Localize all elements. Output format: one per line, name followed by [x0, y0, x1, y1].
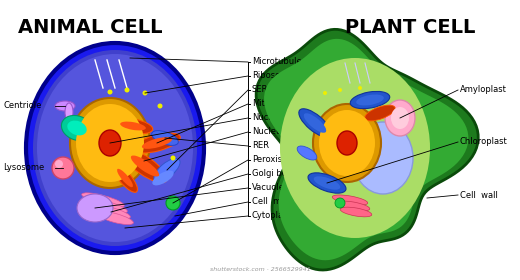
Ellipse shape [124, 87, 129, 92]
Ellipse shape [338, 88, 342, 92]
Ellipse shape [171, 155, 176, 160]
Ellipse shape [108, 90, 112, 95]
Text: Mitochondrion: Mitochondrion [252, 99, 312, 109]
Polygon shape [256, 29, 478, 270]
Ellipse shape [337, 131, 357, 155]
Ellipse shape [353, 122, 413, 194]
Ellipse shape [166, 196, 180, 210]
Ellipse shape [76, 104, 144, 182]
Text: SER: SER [252, 85, 268, 95]
Ellipse shape [117, 169, 133, 187]
Ellipse shape [87, 199, 127, 213]
Ellipse shape [314, 176, 340, 190]
Ellipse shape [97, 211, 134, 225]
Text: Golgi body: Golgi body [252, 169, 297, 179]
Ellipse shape [61, 115, 93, 141]
Ellipse shape [33, 50, 197, 246]
Text: Nucleus: Nucleus [252, 127, 286, 137]
Ellipse shape [55, 160, 63, 168]
Ellipse shape [152, 130, 178, 145]
Ellipse shape [67, 121, 87, 136]
Ellipse shape [336, 201, 370, 211]
Polygon shape [264, 39, 469, 260]
Ellipse shape [391, 107, 409, 129]
Text: Ribosomes: Ribosomes [252, 71, 298, 81]
Ellipse shape [335, 198, 345, 208]
Ellipse shape [37, 54, 193, 242]
Ellipse shape [158, 104, 162, 109]
Text: Cytoplasm: Cytoplasm [252, 211, 296, 221]
Ellipse shape [323, 91, 327, 95]
Ellipse shape [26, 43, 204, 253]
Ellipse shape [332, 195, 368, 205]
Ellipse shape [113, 118, 153, 134]
Ellipse shape [123, 149, 167, 183]
Ellipse shape [299, 109, 331, 137]
Ellipse shape [131, 155, 159, 176]
Ellipse shape [77, 194, 113, 222]
Ellipse shape [152, 171, 174, 185]
Text: Microtubules: Microtubules [252, 57, 306, 67]
Text: Nucleolus: Nucleolus [252, 113, 293, 123]
Text: Chloroplast: Chloroplast [460, 137, 508, 146]
Ellipse shape [99, 130, 121, 156]
Ellipse shape [308, 173, 346, 193]
Ellipse shape [280, 58, 430, 238]
Text: RER: RER [252, 141, 269, 151]
Ellipse shape [350, 91, 390, 109]
Text: Centriole: Centriole [3, 102, 42, 111]
Ellipse shape [120, 122, 146, 130]
Ellipse shape [142, 90, 148, 95]
Ellipse shape [82, 193, 124, 207]
Ellipse shape [134, 133, 180, 153]
Ellipse shape [313, 104, 381, 182]
Ellipse shape [112, 164, 137, 192]
Text: Cell  membrane: Cell membrane [252, 197, 319, 207]
Text: Cell  wall: Cell wall [460, 190, 498, 199]
Ellipse shape [297, 146, 317, 160]
Ellipse shape [154, 158, 180, 182]
Ellipse shape [385, 100, 415, 136]
Text: PLANT CELL: PLANT CELL [345, 18, 475, 37]
Ellipse shape [55, 101, 75, 111]
Ellipse shape [356, 95, 384, 106]
Ellipse shape [304, 113, 326, 133]
Ellipse shape [142, 137, 172, 149]
Ellipse shape [340, 207, 372, 217]
Text: Lysosome: Lysosome [3, 164, 44, 172]
Ellipse shape [92, 205, 131, 219]
Text: Peroxisome: Peroxisome [252, 155, 301, 165]
Ellipse shape [358, 86, 362, 90]
Ellipse shape [365, 105, 395, 121]
Ellipse shape [319, 110, 375, 176]
Text: Amyloplast: Amyloplast [460, 85, 507, 95]
Text: ANIMAL CELL: ANIMAL CELL [18, 18, 162, 37]
Ellipse shape [70, 98, 150, 188]
Ellipse shape [52, 157, 74, 179]
Text: shutterstock.com · 2566529941: shutterstock.com · 2566529941 [210, 267, 310, 272]
Text: Vacuole: Vacuole [252, 183, 285, 193]
Ellipse shape [65, 103, 73, 121]
